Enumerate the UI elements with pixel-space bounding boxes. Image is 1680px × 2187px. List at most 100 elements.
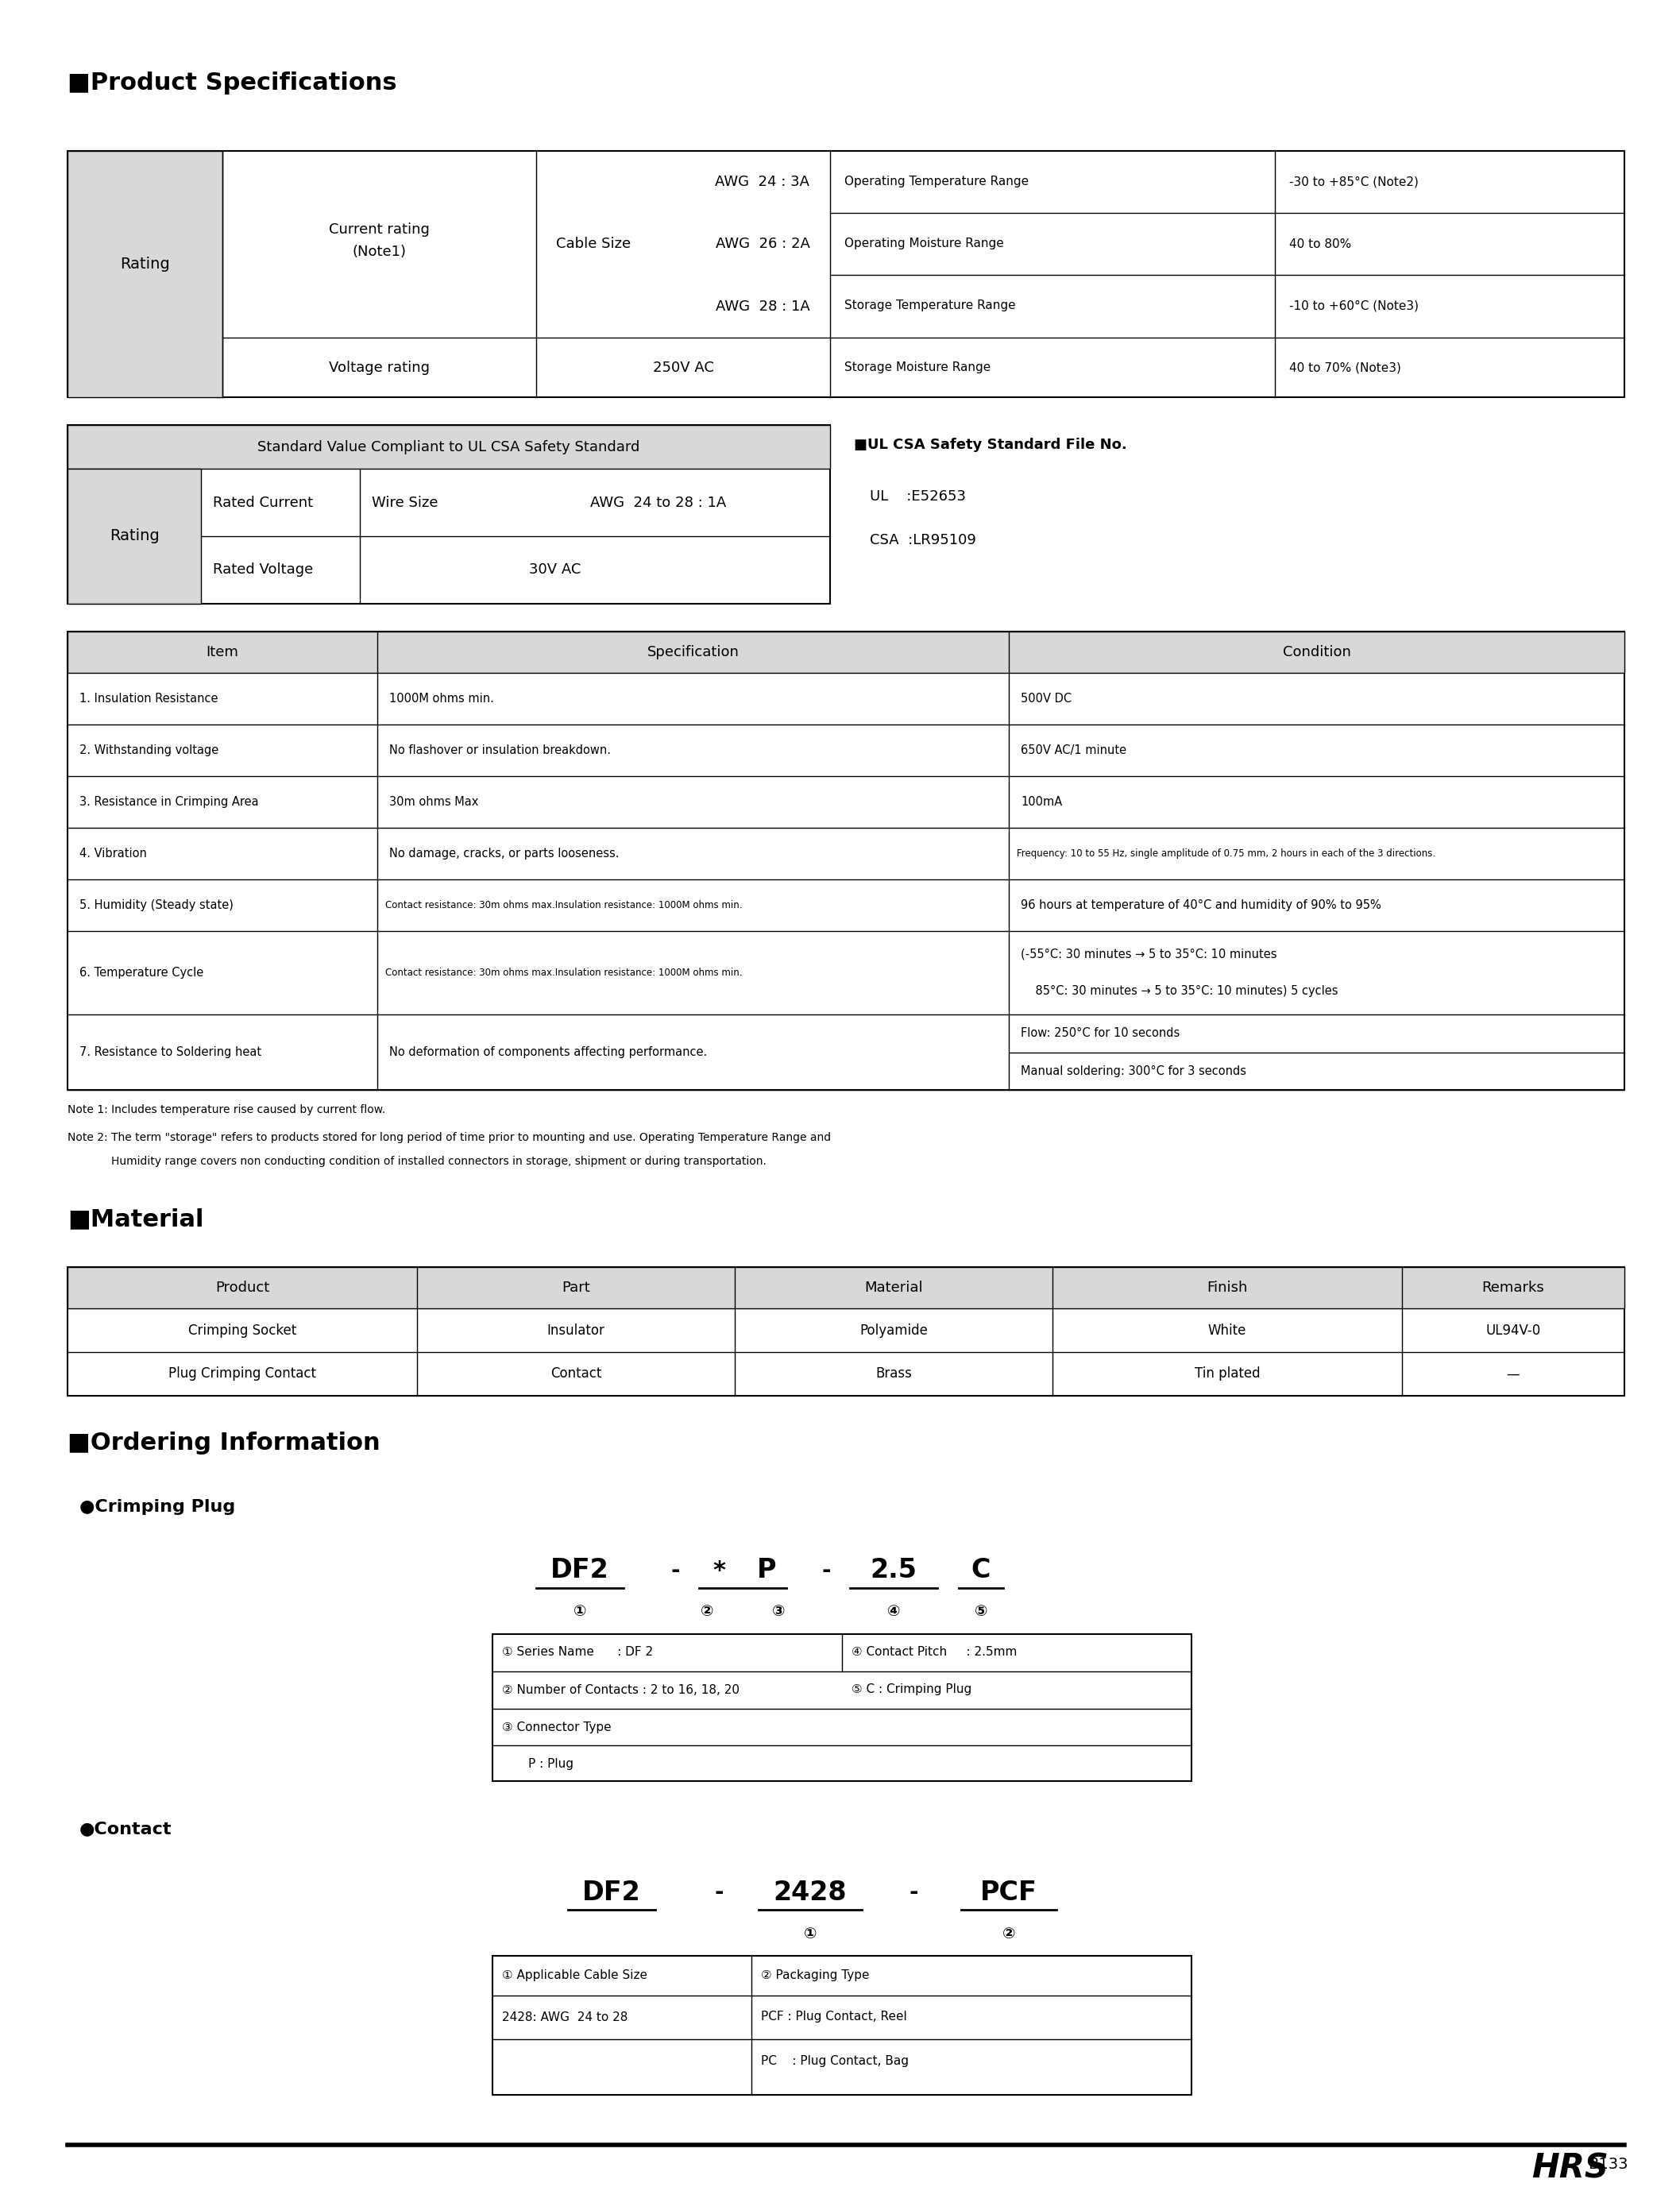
Text: ■Material: ■Material xyxy=(67,1207,203,1231)
Text: UL    :E52653: UL :E52653 xyxy=(870,490,966,503)
Text: DF2: DF2 xyxy=(551,1557,610,1583)
Text: -: - xyxy=(670,1559,680,1581)
Text: 5. Humidity (Steady state): 5. Humidity (Steady state) xyxy=(79,899,234,912)
Text: B133: B133 xyxy=(1588,2156,1628,2172)
Text: Manual soldering: 300°C for 3 seconds: Manual soldering: 300°C for 3 seconds xyxy=(1021,1065,1247,1076)
Text: Material: Material xyxy=(865,1282,922,1295)
Text: *: * xyxy=(712,1559,726,1581)
Text: ⑤: ⑤ xyxy=(974,1605,988,1618)
Text: Condition: Condition xyxy=(1282,645,1351,658)
Text: -: - xyxy=(822,1559,830,1581)
Text: Cable Size: Cable Size xyxy=(556,236,630,252)
Text: Specification: Specification xyxy=(647,645,739,658)
Text: Wire Size: Wire Size xyxy=(371,494,438,510)
Bar xyxy=(67,151,1625,398)
Text: 2428: AWG  24 to 28: 2428: AWG 24 to 28 xyxy=(502,2012,628,2023)
Text: Part: Part xyxy=(561,1282,590,1295)
Bar xyxy=(67,151,222,398)
Text: ②: ② xyxy=(1003,1927,1015,1942)
Text: -30 to +85°C (Note2): -30 to +85°C (Note2) xyxy=(1289,175,1418,188)
Text: HRS: HRS xyxy=(1532,2152,1608,2185)
Text: 7. Resistance to Soldering heat: 7. Resistance to Soldering heat xyxy=(79,1045,262,1059)
Text: ●Contact: ●Contact xyxy=(79,1822,171,1837)
Text: Storage Temperature Range: Storage Temperature Range xyxy=(845,300,1016,313)
Text: Tin plated: Tin plated xyxy=(1194,1367,1260,1380)
Bar xyxy=(67,424,830,604)
Text: 650V AC/1 minute: 650V AC/1 minute xyxy=(1021,744,1127,757)
Text: Standard Value Compliant to UL CSA Safety Standard: Standard Value Compliant to UL CSA Safet… xyxy=(257,440,640,455)
Text: —: — xyxy=(1507,1367,1520,1380)
Text: 250V AC: 250V AC xyxy=(652,361,714,374)
Text: ①: ① xyxy=(803,1927,816,1942)
Text: PC    : Plug Contact, Bag: PC : Plug Contact, Bag xyxy=(761,2056,909,2067)
Text: Voltage rating: Voltage rating xyxy=(329,361,430,374)
Text: ■UL CSA Safety Standard File No.: ■UL CSA Safety Standard File No. xyxy=(853,437,1127,453)
Text: Current rating: Current rating xyxy=(329,223,430,236)
Bar xyxy=(67,468,202,604)
Text: 2428: 2428 xyxy=(773,1879,847,1905)
Text: (-55°C: 30 minutes → 5 to 35°C: 10 minutes: (-55°C: 30 minutes → 5 to 35°C: 10 minut… xyxy=(1021,949,1277,960)
Text: 96 hours at temperature of 40°C and humidity of 90% to 95%: 96 hours at temperature of 40°C and humi… xyxy=(1021,899,1381,912)
Text: Operating Temperature Range: Operating Temperature Range xyxy=(845,175,1028,188)
Bar xyxy=(492,1634,1191,1780)
Text: Item: Item xyxy=(207,645,239,658)
Text: PCF : Plug Contact, Reel: PCF : Plug Contact, Reel xyxy=(761,2012,907,2023)
Text: ① Series Name      : DF 2: ① Series Name : DF 2 xyxy=(502,1647,654,1658)
Text: Remarks: Remarks xyxy=(1482,1282,1544,1295)
Text: PCF: PCF xyxy=(979,1879,1037,1905)
Text: Frequency: 10 to 55 Hz, single amplitude of 0.75 mm, 2 hours in each of the 3 di: Frequency: 10 to 55 Hz, single amplitude… xyxy=(1016,849,1435,859)
Text: AWG  26 : 2A: AWG 26 : 2A xyxy=(716,236,810,252)
Text: Operating Moisture Range: Operating Moisture Range xyxy=(845,238,1005,249)
Text: Polyamide: Polyamide xyxy=(860,1323,927,1338)
Text: ② Number of Contacts : 2 to 16, 18, 20: ② Number of Contacts : 2 to 16, 18, 20 xyxy=(502,1684,739,1695)
Text: Rating: Rating xyxy=(109,529,160,545)
Text: Product: Product xyxy=(215,1282,269,1295)
Text: AWG  28 : 1A: AWG 28 : 1A xyxy=(716,300,810,313)
Text: Storage Moisture Range: Storage Moisture Range xyxy=(845,361,991,374)
Text: 1000M ohms min.: 1000M ohms min. xyxy=(390,693,494,704)
Text: P: P xyxy=(756,1557,776,1583)
Text: Contact resistance: 30m ohms max.Insulation resistance: 1000M ohms min.: Contact resistance: 30m ohms max.Insulat… xyxy=(385,901,743,910)
Text: -: - xyxy=(714,1881,724,1903)
Text: 85°C: 30 minutes → 5 to 35°C: 10 minutes) 5 cycles: 85°C: 30 minutes → 5 to 35°C: 10 minutes… xyxy=(1021,984,1337,997)
Text: 6. Temperature Cycle: 6. Temperature Cycle xyxy=(79,967,203,980)
Text: 40 to 70% (Note3): 40 to 70% (Note3) xyxy=(1289,361,1401,374)
Bar xyxy=(67,632,1625,674)
Text: -: - xyxy=(909,1881,917,1903)
Text: Rated Current: Rated Current xyxy=(213,494,312,510)
Text: Brass: Brass xyxy=(875,1367,912,1380)
Text: ④: ④ xyxy=(887,1605,900,1618)
Text: Finish: Finish xyxy=(1206,1282,1248,1295)
Text: P : Plug: P : Plug xyxy=(528,1758,573,1769)
Text: 3. Resistance in Crimping Area: 3. Resistance in Crimping Area xyxy=(79,796,259,807)
Text: DF2: DF2 xyxy=(583,1879,642,1905)
Bar xyxy=(67,632,1625,1089)
Text: Note 2: The term "storage" refers to products stored for long period of time pri: Note 2: The term "storage" refers to pro… xyxy=(67,1133,832,1144)
Text: 1. Insulation Resistance: 1. Insulation Resistance xyxy=(79,693,218,704)
Text: 30V AC: 30V AC xyxy=(529,562,581,577)
Text: ⑤ C : Crimping Plug: ⑤ C : Crimping Plug xyxy=(852,1684,971,1695)
Text: No damage, cracks, or parts looseness.: No damage, cracks, or parts looseness. xyxy=(390,849,620,859)
Text: Rating: Rating xyxy=(119,258,170,271)
Text: C: C xyxy=(971,1557,991,1583)
Text: (Note1): (Note1) xyxy=(353,245,407,260)
Text: ■Product Specifications: ■Product Specifications xyxy=(67,72,396,94)
Bar xyxy=(67,1266,1625,1395)
Bar xyxy=(67,1266,1625,1308)
Bar xyxy=(67,424,830,468)
Text: No flashover or insulation breakdown.: No flashover or insulation breakdown. xyxy=(390,744,612,757)
Text: ②: ② xyxy=(701,1605,714,1618)
Text: ●Crimping Plug: ●Crimping Plug xyxy=(79,1498,235,1516)
Text: -10 to +60°C (Note3): -10 to +60°C (Note3) xyxy=(1289,300,1418,313)
Text: No deformation of components affecting performance.: No deformation of components affecting p… xyxy=(390,1045,707,1059)
Text: ① Applicable Cable Size: ① Applicable Cable Size xyxy=(502,1970,647,1981)
Text: ④ Contact Pitch     : 2.5mm: ④ Contact Pitch : 2.5mm xyxy=(852,1647,1016,1658)
Text: Flow: 250°C for 10 seconds: Flow: 250°C for 10 seconds xyxy=(1021,1028,1179,1039)
Text: White: White xyxy=(1208,1323,1247,1338)
Text: ①: ① xyxy=(573,1605,586,1618)
Text: Crimping Socket: Crimping Socket xyxy=(188,1323,296,1338)
Text: CSA  :LR95109: CSA :LR95109 xyxy=(870,534,976,547)
Text: Note 1: Includes temperature rise caused by current flow.: Note 1: Includes temperature rise caused… xyxy=(67,1104,385,1115)
Text: ② Packaging Type: ② Packaging Type xyxy=(761,1970,869,1981)
Text: AWG  24 to 28 : 1A: AWG 24 to 28 : 1A xyxy=(590,494,726,510)
